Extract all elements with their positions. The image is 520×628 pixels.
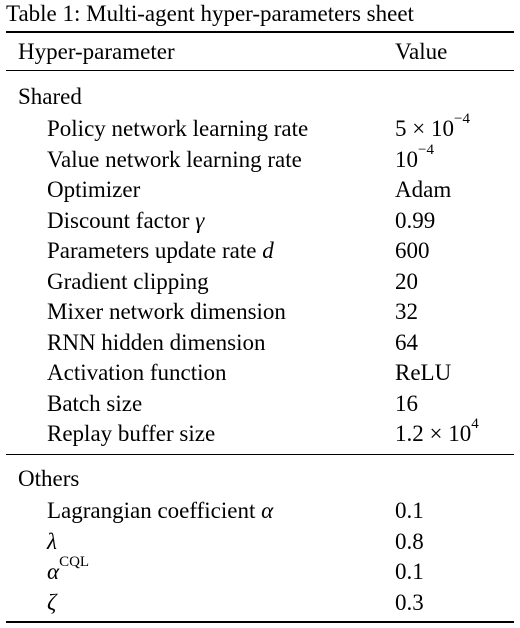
section-title: Shared	[18, 84, 82, 109]
param-value: 1.2 × 104	[395, 417, 479, 448]
cell-text: Parameters update rate	[47, 238, 263, 263]
caption: Table 1: Multi-agent hyper-parameters sh…	[6, 1, 414, 26]
param-name: Lagrangian coefficient α	[47, 497, 273, 525]
header-cell: Hyper-parameter	[18, 39, 175, 64]
cell-text: 1.2 × 10	[395, 421, 472, 446]
param-value: 0.99	[395, 207, 436, 233]
math-symbol: α	[261, 498, 274, 523]
math-symbol: λ	[47, 528, 57, 554]
param-name: Replay buffer size	[47, 421, 216, 446]
param-name: Discount factor γ	[47, 207, 204, 235]
bottom-rule	[6, 621, 514, 623]
param-name: λ	[47, 528, 57, 556]
superscript: 4	[471, 416, 479, 432]
param-value: Adam	[395, 177, 452, 202]
cell-text: 10	[395, 146, 418, 172]
param-name: Parameters update rate d	[47, 237, 274, 265]
math-symbol: ζ	[47, 590, 57, 616]
param-name: RNN hidden dimension	[47, 329, 266, 355]
cell-text: Lagrangian coefficient	[47, 498, 262, 523]
math-symbol: d	[262, 238, 274, 263]
param-name: Optimizer	[47, 177, 141, 202]
param-value: 600	[395, 238, 430, 263]
param-value: 0.1	[395, 498, 424, 523]
param-value: 5 × 10−4	[395, 112, 470, 143]
superscript: −4	[453, 111, 470, 127]
param-value: 10−4	[395, 142, 434, 174]
param-value: 32	[395, 299, 418, 324]
param-value: 0.3	[395, 590, 424, 616]
param-name: αCQL	[47, 555, 89, 586]
param-name: Policy network learning rate	[47, 116, 309, 141]
param-name: Batch size	[47, 390, 143, 416]
param-value: 0.1	[395, 559, 424, 585]
param-name: Value network learning rate	[47, 146, 302, 172]
cell-text: 5 × 10	[395, 116, 454, 141]
param-name: ζ	[47, 589, 56, 617]
param-value: ReLU	[395, 360, 452, 385]
param-name: Gradient clipping	[47, 268, 209, 294]
param-name: Activation function	[47, 360, 227, 385]
section-title: Others	[18, 466, 80, 491]
section-rule	[6, 454, 514, 455]
math-symbol: γ	[195, 207, 205, 233]
param-value: 0.8	[395, 528, 424, 554]
superscript: CQL	[59, 554, 90, 571]
superscript: −4	[418, 141, 434, 158]
cell-text: Discount factor	[47, 207, 196, 233]
param-name: Mixer network dimension	[47, 299, 286, 324]
header-cell: Value	[395, 39, 448, 64]
math-symbol: α	[47, 559, 60, 585]
header-rule	[6, 70, 514, 71]
param-value: 16	[395, 390, 418, 416]
param-value: 20	[395, 268, 418, 294]
param-value: 64	[395, 329, 418, 355]
top-rule	[6, 31, 514, 33]
